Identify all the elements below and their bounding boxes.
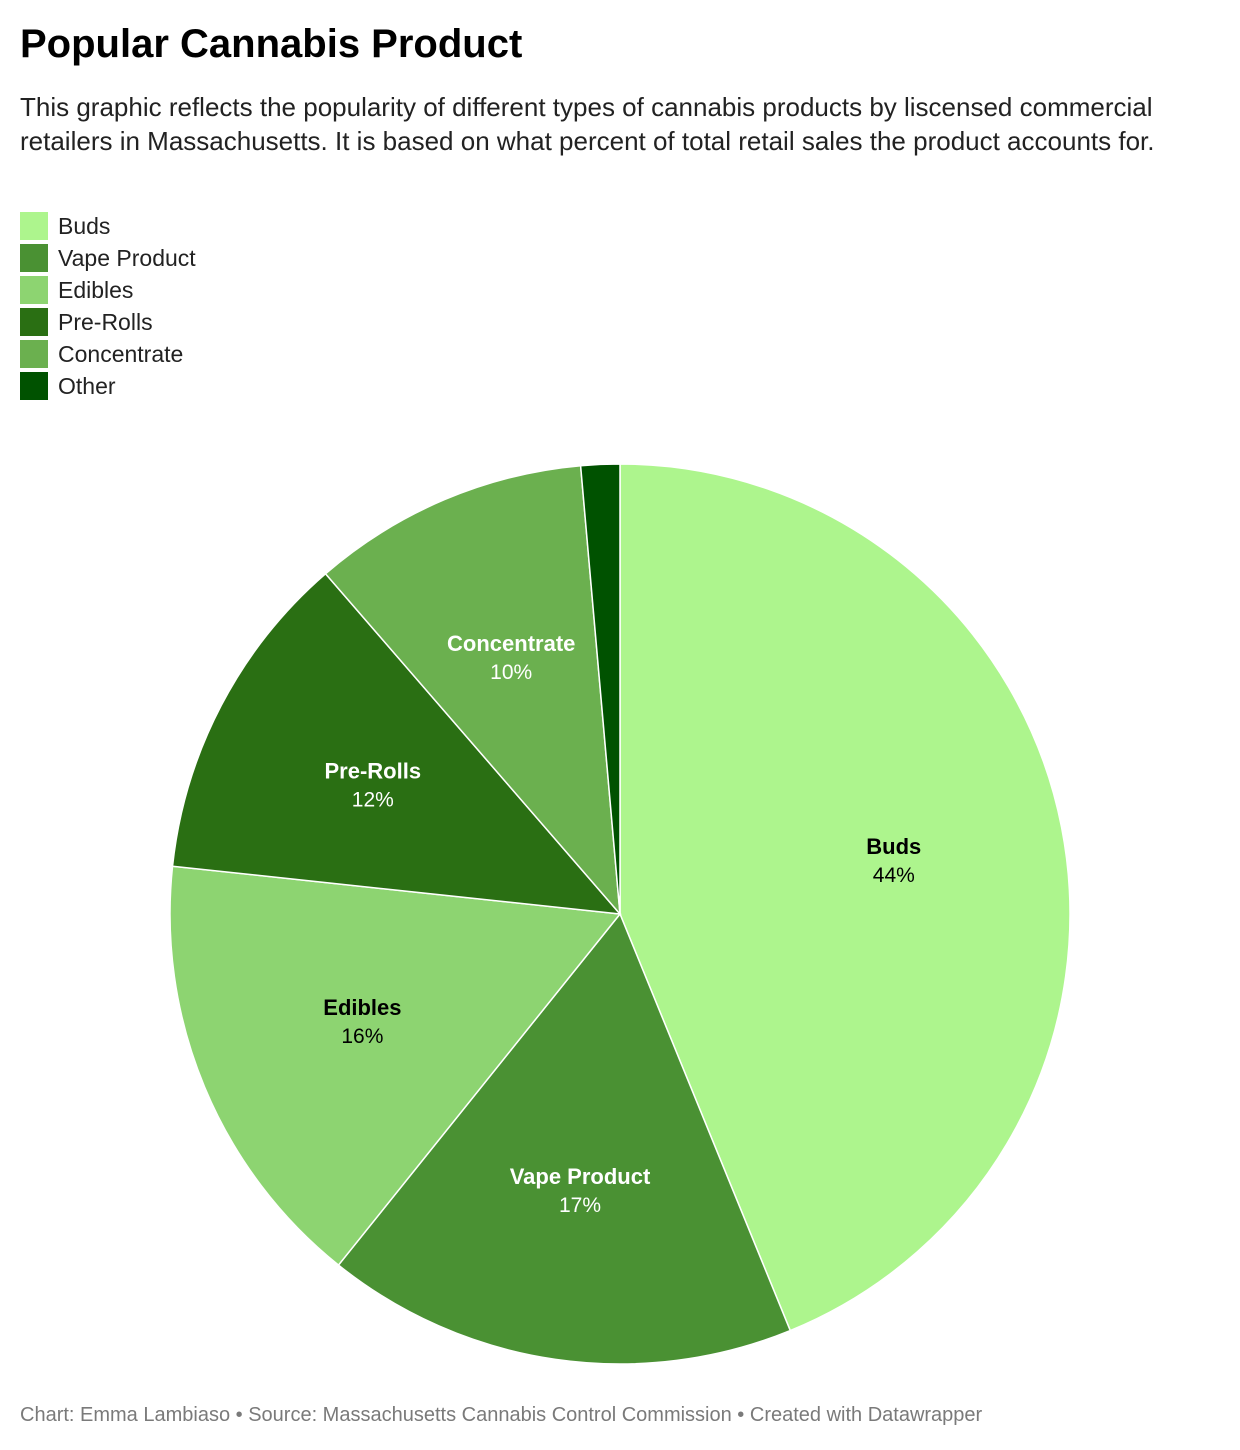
legend-label: Pre-Rolls [58, 308, 153, 335]
chart-subtitle: This graphic reflects the popularity of … [20, 92, 1155, 156]
slice-value-pre-rolls: 12% [352, 789, 394, 812]
footer-source: Source: Massachusetts Cannabis Control C… [248, 1404, 732, 1426]
slice-value-edibles: 16% [341, 1025, 383, 1048]
slice-label-buds: Buds [866, 834, 921, 859]
legend-swatch [20, 276, 48, 304]
legend-label: Other [58, 372, 116, 399]
footer: Chart: Emma Lambiaso • Source: Massachus… [20, 1404, 982, 1427]
pie-slice-buds [619, 463, 1071, 1332]
footer-credit: Chart: Emma Lambiaso [20, 1404, 231, 1426]
legend: Buds Vape Product Edibles Pre-Rolls Conc… [20, 210, 196, 402]
slice-label-concentrate: Concentrate [447, 631, 575, 656]
pie-slice-edibles [169, 865, 622, 1267]
legend-item-buds: Buds [20, 210, 196, 242]
legend-swatch [20, 212, 48, 240]
slice-label-edibles: Edibles [323, 995, 401, 1020]
legend-label: Edibles [58, 276, 134, 303]
pie-slice-other [579, 463, 621, 915]
pie-slice-pre-rolls [171, 572, 622, 915]
slice-value-concentrate: 10% [490, 661, 532, 684]
chart-title: Popular Cannabis Product [20, 22, 523, 66]
legend-item-edibles: Edibles [20, 274, 196, 306]
slice-label-pre-rolls: Pre-Rolls [325, 759, 422, 784]
legend-item-other: Other [20, 370, 196, 402]
slice-value-vape-product: 17% [559, 1194, 601, 1217]
legend-swatch [20, 244, 48, 272]
legend-item-pre-rolls: Pre-Rolls [20, 306, 196, 338]
legend-label: Concentrate [58, 340, 184, 367]
footer-separator: • [731, 1404, 750, 1426]
legend-label: Buds [58, 212, 111, 239]
legend-swatch [20, 308, 48, 336]
legend-swatch [20, 340, 48, 368]
legend-item-concentrate: Concentrate [20, 338, 196, 370]
legend-item-vape-product: Vape Product [20, 242, 196, 274]
footer-separator: • [230, 1404, 249, 1426]
slice-value-buds: 44% [873, 864, 915, 887]
legend-swatch [20, 372, 48, 400]
footer-tool: Created with Datawrapper [749, 1404, 983, 1426]
pie-slice-vape-product [337, 912, 792, 1365]
slice-label-vape-product: Vape Product [510, 1164, 651, 1189]
legend-label: Vape Product [58, 244, 196, 271]
pie-slice-concentrate [324, 464, 621, 917]
